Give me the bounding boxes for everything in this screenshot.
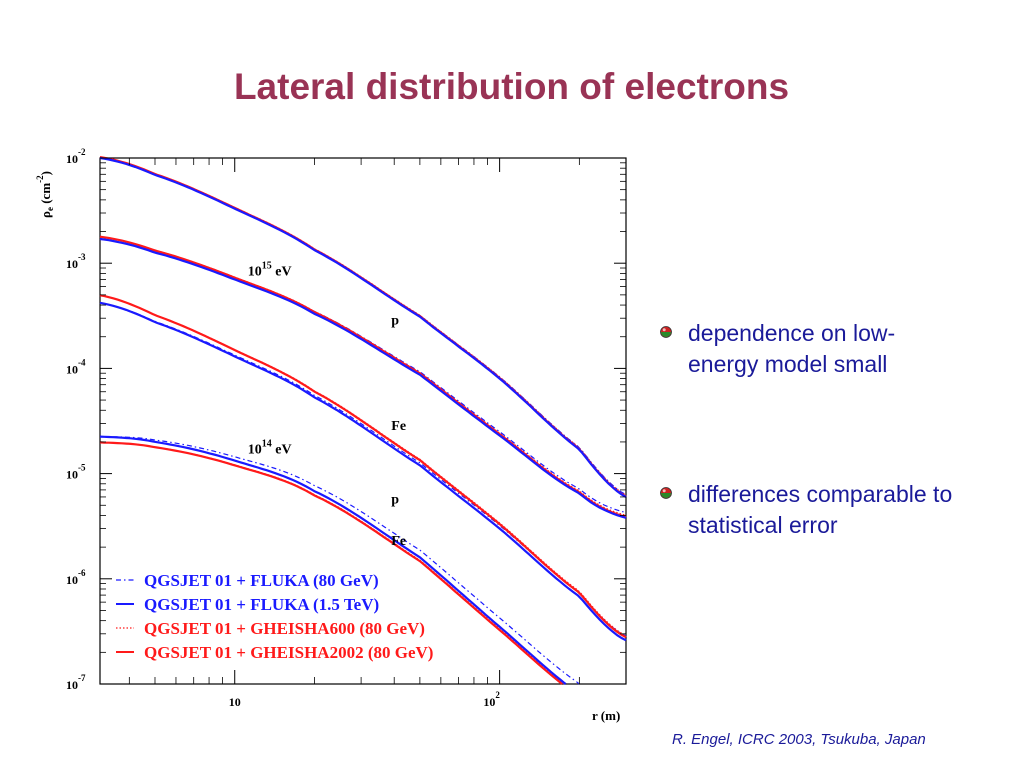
series-line-gheisha2002 <box>99 441 563 685</box>
chart-ticks: 10-2 10-3 10-4 10-5 10-6 10-7 10 102 <box>66 147 627 709</box>
y-tick-label: 10-5 <box>66 463 86 482</box>
annotation-e15: 1015 eV <box>248 261 292 280</box>
series-line-gheisha600 <box>99 156 627 496</box>
y-tick-label: 10-6 <box>66 568 86 587</box>
x-tick-label: 102 <box>483 690 500 709</box>
slide-title: Lateral distribution of electrons <box>233 66 790 107</box>
red-green-ball-icon <box>660 326 672 338</box>
chart-legend: QGSJET 01 + FLUKA (80 GeV) QGSJET 01 + FL… <box>116 571 433 662</box>
annotation-e14: 1014 eV <box>248 439 292 458</box>
legend-label: QGSJET 01 + FLUKA (1.5 TeV) <box>144 595 379 614</box>
annotation-p15: p <box>391 314 399 329</box>
series-line-fluka-80gev <box>99 436 580 685</box>
x-axis-label: r (m) <box>592 708 620 723</box>
bullet-text: dependence on low-energy model small <box>688 320 896 377</box>
plot-frame-rect <box>99 157 627 685</box>
bullet-item: differences comparable to statistical er… <box>660 479 958 541</box>
annotation-p14: p <box>391 492 399 507</box>
plot-frame <box>99 157 627 685</box>
legend-label: QGSJET 01 + FLUKA (80 GeV) <box>144 571 379 590</box>
bullet-item: dependence on low-energy model small <box>660 318 958 380</box>
series-line-fluka-80gev <box>99 302 627 637</box>
series-line-fluka-1-5tev <box>99 435 567 685</box>
y-axis-label: ρe (cm-2) <box>35 171 55 218</box>
y-tick-label: 10-4 <box>66 357 86 376</box>
bullet-text: differences comparable to statistical er… <box>688 481 953 538</box>
annotation-fe14: Fe <box>391 534 406 549</box>
chart-series <box>99 156 627 685</box>
y-tick-label: 10-3 <box>66 252 86 271</box>
y-tick-label: 10-7 <box>66 673 86 692</box>
y-tick-label: 10-2 <box>66 147 86 166</box>
series-line-fluka-1-5tev <box>99 237 627 519</box>
series-line-fluka-1-5tev <box>99 301 627 642</box>
chart-annotations: 1015 eV p Fe 1014 eV p Fe <box>248 261 406 549</box>
annotation-fe15: Fe <box>391 419 406 434</box>
legend-label: QGSJET 01 + GHEISHA2002 (80 GeV) <box>144 643 433 662</box>
citation: R. Engel, ICRC 2003, Tsukuba, Japan <box>672 731 926 748</box>
series-line-fluka-1-5tev <box>99 156 627 498</box>
x-tick-label: 10 <box>229 695 241 709</box>
legend-label: QGSJET 01 + GHEISHA600 (80 GeV) <box>144 619 425 638</box>
series-line-gheisha2002 <box>99 294 627 639</box>
red-green-ball-icon <box>660 487 672 499</box>
